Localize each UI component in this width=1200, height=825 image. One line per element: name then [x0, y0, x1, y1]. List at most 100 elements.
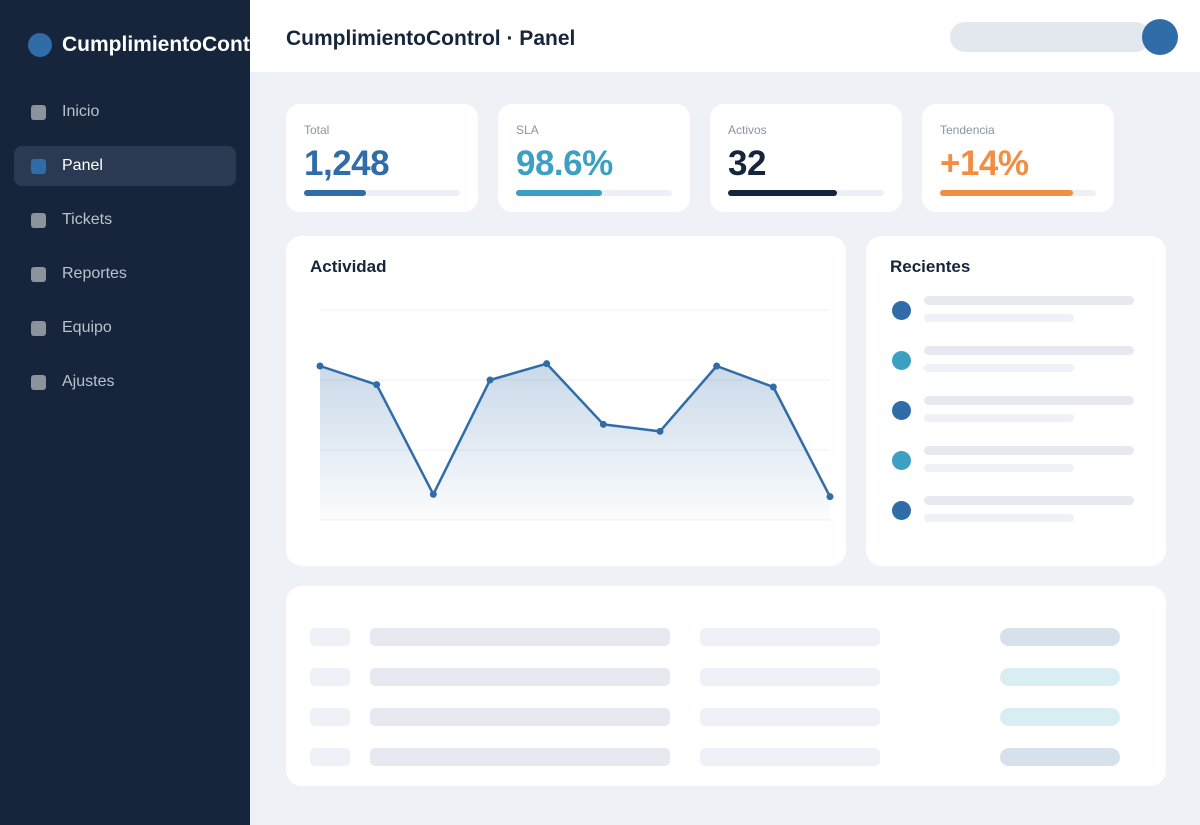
- sidebar-item-label: Reportes: [62, 265, 127, 282]
- square-icon: [31, 266, 46, 282]
- table-cell-placeholder: [700, 708, 880, 726]
- list-item-primary-placeholder: [924, 396, 1134, 405]
- list-item-primary-placeholder: [924, 446, 1134, 455]
- avatar[interactable]: [1142, 19, 1178, 55]
- sidebar-item-label: Tickets: [62, 211, 113, 228]
- kpi-label: Total: [304, 123, 330, 137]
- sidebar-item-tickets[interactable]: Tickets: [14, 200, 236, 240]
- kpi-card-activos: Activos 32: [710, 104, 902, 212]
- activity-card: Actividad: [286, 236, 846, 566]
- kpi-value: +14%: [940, 144, 1029, 183]
- kpi-label: Tendencia: [940, 123, 995, 137]
- sidebar-item-reportes[interactable]: Reportes: [14, 254, 236, 294]
- sidebar-nav: Inicio Panel Tickets Reportes Equipo Aju…: [14, 92, 236, 416]
- table-cell-placeholder: [370, 628, 670, 646]
- brand[interactable]: CumplimientoControl: [28, 33, 250, 57]
- list-item[interactable]: [892, 296, 1142, 331]
- kpi-progress-fill: [516, 190, 602, 196]
- header: CumplimientoControl · Panel: [250, 0, 1200, 72]
- status-dot-icon: [892, 501, 911, 520]
- activity-area: [320, 363, 830, 520]
- recent-card: Recientes: [866, 236, 1166, 566]
- status-dot-icon: [892, 401, 911, 420]
- kpi-card-total: Total 1,248: [286, 104, 478, 212]
- table-row[interactable]: [310, 708, 1130, 726]
- list-item-primary-placeholder: [924, 346, 1134, 355]
- square-icon: [31, 104, 46, 120]
- status-dot-icon: [892, 451, 911, 470]
- table-row[interactable]: [310, 628, 1130, 646]
- data-point[interactable]: [769, 383, 777, 391]
- search-input[interactable]: [950, 22, 1150, 52]
- kpi-progress-fill: [940, 190, 1073, 196]
- sidebar-item-label: Ajustes: [62, 373, 115, 390]
- kpi-value: 98.6%: [516, 144, 613, 183]
- table-row[interactable]: [310, 748, 1130, 766]
- kpi-progress-track: [940, 190, 1096, 196]
- table-cell-placeholder: [310, 668, 350, 686]
- list-item[interactable]: [892, 346, 1142, 381]
- square-icon: [31, 374, 46, 390]
- table-cell-placeholder: [370, 668, 670, 686]
- sidebar-item-panel[interactable]: Panel: [14, 146, 236, 186]
- kpi-progress-fill: [728, 190, 838, 196]
- data-point[interactable]: [543, 360, 551, 368]
- list-item[interactable]: [892, 446, 1142, 481]
- kpi-progress-fill: [304, 190, 367, 196]
- kpi-label: Activos: [728, 123, 767, 137]
- list-item[interactable]: [892, 496, 1142, 531]
- kpi-progress-track: [516, 190, 672, 196]
- sidebar-item-label: Panel: [62, 157, 103, 174]
- sidebar-item-label: Equipo: [62, 319, 112, 336]
- table-cell-placeholder: [310, 748, 350, 766]
- list-item-primary-placeholder: [924, 296, 1134, 305]
- data-point[interactable]: [599, 420, 607, 428]
- square-icon: [31, 158, 46, 174]
- list-item-secondary-placeholder: [924, 314, 1074, 322]
- table-cell-placeholder: [370, 708, 670, 726]
- table-cell-placeholder: [310, 708, 350, 726]
- table-cell-placeholder: [700, 628, 880, 646]
- data-point[interactable]: [656, 427, 664, 435]
- data-point[interactable]: [486, 376, 494, 384]
- status-badge: [1000, 628, 1120, 646]
- table-cell-placeholder: [700, 668, 880, 686]
- status-badge: [1000, 668, 1120, 686]
- sidebar-item-inicio[interactable]: Inicio: [14, 92, 236, 132]
- kpi-value: 1,248: [304, 144, 390, 183]
- square-icon: [31, 212, 46, 228]
- kpi-card-tendencia: Tendencia +14%: [922, 104, 1114, 212]
- list-item-secondary-placeholder: [924, 364, 1074, 372]
- kpi-progress-track: [728, 190, 884, 196]
- square-icon: [31, 320, 46, 336]
- table-cell-placeholder: [370, 748, 670, 766]
- data-point[interactable]: [373, 381, 381, 389]
- brand-logo-icon: [28, 33, 52, 57]
- status-dot-icon: [892, 351, 911, 370]
- kpi-label: SLA: [516, 123, 539, 137]
- data-point[interactable]: [826, 493, 834, 501]
- status-badge: [1000, 748, 1120, 766]
- recent-title: Recientes: [890, 257, 971, 276]
- list-item-primary-placeholder: [924, 496, 1134, 505]
- data-point[interactable]: [316, 362, 324, 370]
- sidebar-item-equipo[interactable]: Equipo: [14, 308, 236, 348]
- sidebar-item-ajustes[interactable]: Ajustes: [14, 362, 236, 402]
- activity-line: [319, 362, 832, 498]
- sidebar-item-label: Inicio: [62, 103, 100, 120]
- status-badge: [1000, 708, 1120, 726]
- kpi-progress-track: [304, 190, 460, 196]
- kpi-value: 32: [728, 144, 766, 183]
- list-item[interactable]: [892, 396, 1142, 431]
- kpi-card-sla: SLA 98.6%: [498, 104, 690, 212]
- table-cell-placeholder: [310, 628, 350, 646]
- table-card: [286, 586, 1166, 786]
- data-point[interactable]: [713, 362, 721, 370]
- table-row[interactable]: [310, 668, 1130, 686]
- list-item-secondary-placeholder: [924, 414, 1074, 422]
- activity-title: Actividad: [310, 257, 387, 276]
- sidebar: CumplimientoControl Inicio Panel Tickets…: [0, 0, 250, 825]
- page-title: CumplimientoControl · Panel: [286, 27, 576, 50]
- list-item-secondary-placeholder: [924, 464, 1074, 472]
- data-point[interactable]: [429, 490, 437, 498]
